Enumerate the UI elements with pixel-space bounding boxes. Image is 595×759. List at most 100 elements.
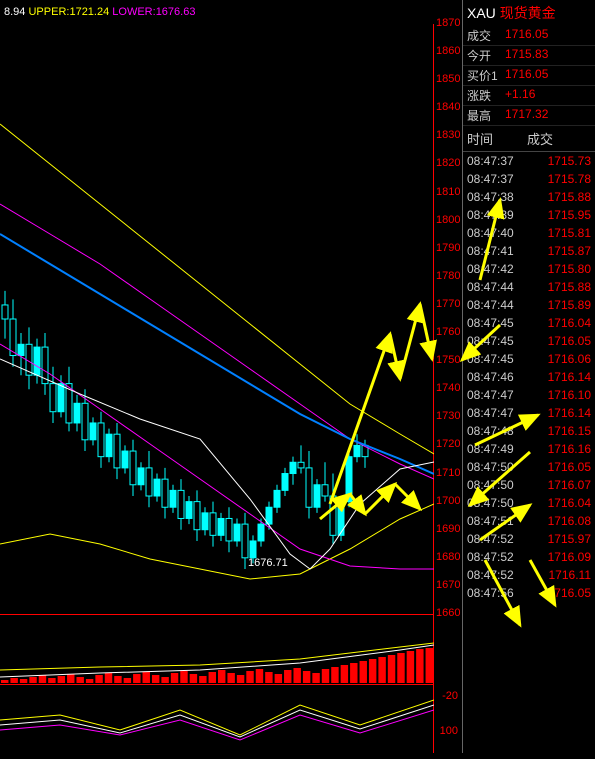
y-tick: 1750 [436,354,458,366]
trade-row: 08:47:45 1716.04 [463,314,595,332]
trade-price: 1715.95 [548,208,591,222]
trade-row: 08:47:47 1716.10 [463,386,595,404]
trade-time: 08:47:42 [467,262,514,276]
trade-price: 1715.73 [548,154,591,168]
trade-row: 08:47:501716.04 [463,494,595,512]
trade-price: 1715.78 [548,172,591,186]
trade-price: 1716.05 [548,334,591,348]
trade-row: 08:47:50 1716.07 [463,476,595,494]
trade-time: 08:47:38 [467,190,514,204]
trade-time: 08:47:41 [467,244,514,258]
trade-price: 1715.80 [548,262,591,276]
trade-time: 08:47:48 [467,424,514,438]
trade-price: 1716.15 [548,424,591,438]
upper-label: UPPER:1721.24 [28,6,112,18]
y-tick: 1690 [436,523,458,535]
trade-time: 08:47:47 [467,388,514,402]
trade-price: 1716.10 [548,388,591,402]
trade-row: 08:47:37 1715.73 [463,152,595,170]
low-price-label: 1676.71 [245,556,291,570]
y-tick: 1790 [436,242,458,254]
trade-time: 08:47:37 [467,172,514,186]
trade-row: 08:47:501716.05 [463,458,595,476]
trade-row: 08:47:42 1715.80 [463,260,595,278]
y-tick: 1840 [436,101,458,113]
trade-time: 08:47:50 [467,496,514,510]
chart-area: 8.94 UPPER:1721.24 LOWER:1676.63 1676.71… [0,0,462,753]
trade-header: 时间 成交 [463,126,595,152]
main-chart[interactable]: 1676.71 [0,24,434,614]
trade-time: 08:47:51 [467,514,514,528]
th-deal: 成交 [527,129,553,148]
trade-price: 1715.87 [548,244,591,258]
quote-deal: 成交 1716.05 [463,26,595,46]
quote-panel: XAU 现货黄金 成交 1716.05 今开 1715.83 买价1 1716.… [462,0,595,753]
trade-price: 1716.08 [548,514,591,528]
y-tick: 1800 [436,214,458,226]
symbol-code: XAU [467,5,496,21]
trade-row: 08:47:56 1716.05 [463,584,595,602]
trade-time: 08:47:52 [467,550,514,564]
trade-price: 1716.11 [549,568,592,582]
trade-row: 08:47:52 1716.11 [463,566,595,584]
trade-time: 08:47:44 [467,280,514,294]
trade-row: 08:47:401715.81 [463,224,595,242]
sub2-tick-neg: -20 [442,690,458,702]
y-tick: 1670 [436,579,458,591]
trade-time: 08:47:56 [467,586,514,600]
y-tick: 1810 [436,186,458,198]
trade-price: 1716.04 [548,316,591,330]
trade-price: 1716.05 [548,586,591,600]
trade-row: 08:47:461716.14 [463,368,595,386]
trade-row: 08:47:47 1716.14 [463,404,595,422]
trade-price: 1715.88 [548,190,591,204]
trade-time: 08:47:45 [467,316,514,330]
symbol-header: XAU 现货黄金 [463,0,595,26]
trade-price: 1716.07 [548,478,591,492]
trade-row: 08:47:48 1716.15 [463,422,595,440]
trade-time: 08:47:44 [467,298,514,312]
trade-row: 08:47:45 1716.05 [463,332,595,350]
quote-change: 涨跌 +1.16 [463,86,595,106]
trade-time: 08:47:52 [467,568,514,582]
sub-chart-1[interactable] [0,614,434,684]
trade-row: 08:47:441715.89 [463,296,595,314]
y-tick: 1850 [436,73,458,85]
trade-row: 08:47:45 1716.06 [463,350,595,368]
y-tick: 1870 [436,17,458,29]
trade-time: 08:47:47 [467,406,514,420]
symbol-name: 现货黄金 [500,5,556,21]
trade-price: 1716.14 [548,406,591,420]
trade-time: 08:47:52 [467,532,514,546]
sub2-tick-pos: 100 [440,725,458,737]
y-tick: 1770 [436,298,458,310]
trade-time: 08:47:37 [467,154,514,168]
trade-row: 08:47:41 1715.87 [463,242,595,260]
trade-price: 1716.16 [548,442,591,456]
trade-list: 08:47:37 1715.73 08:47:37 1715.78 08:47:38 17… [463,152,595,602]
trade-time: 08:47:45 [467,334,514,348]
trade-row: 08:47:44 1715.88 [463,278,595,296]
trade-price: 1715.97 [548,532,591,546]
y-tick: 1660 [436,607,458,619]
trade-price: 1715.88 [548,280,591,294]
trade-price: 1716.06 [548,352,591,366]
trade-row: 08:47:521716.09 [463,548,595,566]
trade-price: 1716.14 [548,370,591,384]
trade-time: 08:47:45 [467,352,514,366]
y-tick: 1780 [436,270,458,282]
quote-high: 最高 1717.32 [463,106,595,126]
trade-price: 1716.05 [548,460,591,474]
y-tick: 1700 [436,495,458,507]
sub-chart-2[interactable]: -20 100 [0,684,434,753]
y-tick: 1860 [436,45,458,57]
trade-time: 08:47:50 [467,478,514,492]
trade-row: 08:47:52 1715.97 [463,530,595,548]
y-tick: 1820 [436,157,458,169]
th-time: 时间 [467,129,527,148]
y-tick: 1730 [436,410,458,422]
quote-open: 今开 1715.83 [463,46,595,66]
trade-row: 08:47:51 1716.08 [463,512,595,530]
indicator-value: 8.94 [4,6,25,18]
y-tick: 1720 [436,438,458,450]
